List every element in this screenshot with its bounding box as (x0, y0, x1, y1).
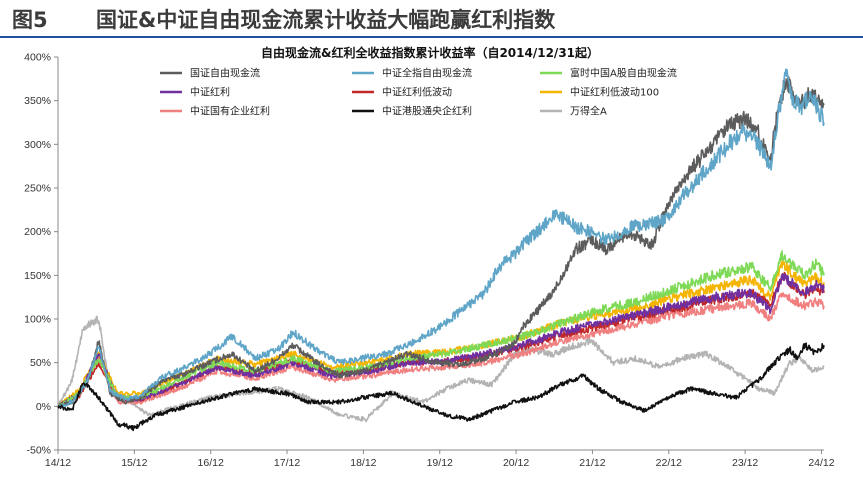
series-line-8 (57, 342, 825, 432)
x-tick-label: 17/12 (274, 457, 300, 469)
y-tick-label: 100% (24, 314, 51, 326)
y-tick-label: 300% (24, 139, 51, 151)
chart-axes (54, 56, 824, 454)
legend-label: 中证红利低波动 (382, 86, 452, 99)
x-tick-label: 14/12 (45, 457, 71, 469)
x-tick-label: 24/12 (808, 457, 834, 469)
series-lines (57, 68, 825, 432)
x-tick-label: 18/12 (350, 457, 376, 469)
figure-title: 国证&中证自由现金流累计收益大幅跑赢红利指数 (96, 8, 556, 32)
x-tick-labels: 14/12 15/12 16/12 17/12 18/12 19/12 20/12 21/12… (45, 457, 835, 469)
x-tick-label: 23/12 (732, 457, 758, 469)
figure-header: 图5 国证&中证自由现金流累计收益大幅跑赢红利指数 (0, 0, 863, 40)
legend-label: 中证红利 (190, 86, 230, 99)
x-tick-label: 19/12 (427, 457, 453, 469)
y-tick-label: -50% (26, 445, 51, 457)
legend-label: 中证港股通央企红利 (382, 105, 472, 118)
series-line-2 (57, 68, 825, 409)
legend-label: 富时中国A股自由现金流 (570, 67, 677, 80)
figure-number: 图5 (12, 8, 48, 32)
y-tick-label: 200% (24, 226, 51, 238)
x-tick-label: 16/12 (198, 457, 224, 469)
y-tick-label: 50% (30, 357, 51, 369)
x-tick-label: 21/12 (579, 457, 605, 469)
y-tick-label: 0% (36, 401, 51, 413)
x-tick-label: 22/12 (656, 457, 682, 469)
y-tick-label: 150% (24, 270, 51, 282)
series-line-1 (57, 76, 825, 409)
series-line-3 (57, 250, 825, 409)
header-rule (0, 36, 863, 38)
x-tick-label: 15/12 (121, 457, 147, 469)
legend-label: 中证国有企业红利 (190, 105, 270, 118)
legend-label: 国证自由现金流 (190, 67, 260, 80)
legend-label: 中证红利低波动100 (570, 86, 659, 99)
legend-label: 万得全A (570, 105, 607, 118)
y-tick-label: 250% (24, 183, 51, 195)
y-tick-labels: -50% 0% 50% 100% 150% 200% 250% 300% 350% 400% (24, 52, 51, 457)
legend-label: 中证全指自由现金流 (382, 67, 472, 80)
x-tick-label: 20/12 (503, 457, 529, 469)
y-tick-label: 400% (24, 52, 51, 64)
y-tick-label: 350% (24, 95, 51, 107)
chart-title: 自由现金流&红利全收益指数累计收益率（自2014/12/31起） (261, 45, 599, 60)
series-line-7 (57, 292, 825, 409)
